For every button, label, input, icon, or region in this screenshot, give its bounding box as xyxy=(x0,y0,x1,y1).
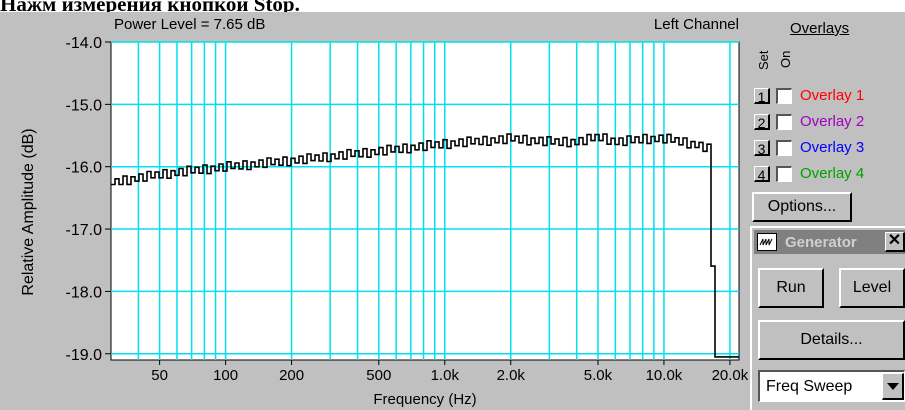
x-tick-label: 500 xyxy=(366,367,391,384)
options-button[interactable]: Options... xyxy=(752,192,852,222)
x-tick-label: 5.0k xyxy=(584,367,613,384)
overlay-set-button[interactable]: 4 xyxy=(754,166,770,183)
waveform-icon xyxy=(757,233,777,251)
overlay-set-button[interactable]: 1 xyxy=(754,88,770,105)
x-tick-label: 1.0k xyxy=(431,367,460,384)
close-icon[interactable]: ✕ xyxy=(885,232,905,252)
on-column-header: On xyxy=(778,50,793,68)
x-tick-label: 100 xyxy=(213,367,238,384)
plot-grid xyxy=(105,41,739,365)
analyzer-window: -14.0 -15.0 -16.0 -17.0 -18.0 -19.0 50 100 200 5… xyxy=(0,12,905,410)
overlay-label: Overlay 2 xyxy=(800,113,865,130)
overlay-label: Overlay 1 xyxy=(800,87,865,104)
sweep-mode-select[interactable]: Freq Sweep xyxy=(758,370,905,402)
response-curve xyxy=(111,133,739,358)
y-tick-label: -19.0 xyxy=(66,347,103,364)
frequency-plot: -14.0-15.0-16.0-17.0-18.0-19.0 50 100 200 5… xyxy=(20,16,749,408)
overlay-row: 1 Overlay 1 xyxy=(754,86,905,108)
overlay-on-checkbox[interactable] xyxy=(776,166,792,182)
channel-label: Left Channel xyxy=(654,16,739,33)
y-axis-label: Relative Amplitude (dB) xyxy=(20,128,37,295)
y-tick-labels: -14.0 -15.0 -16.0 -17.0 -18.0 -19.0 xyxy=(66,35,103,364)
set-column-header: Set xyxy=(756,50,771,70)
overlays-title: Overlays xyxy=(790,20,850,37)
overlay-row: 3 Overlay 3 xyxy=(754,138,905,160)
overlay-on-checkbox[interactable] xyxy=(776,140,792,156)
plot-area xyxy=(110,41,740,361)
x-tick-label: 50 xyxy=(151,367,168,384)
generator-titlebar[interactable]: Generator ✕ xyxy=(754,230,905,254)
y-tick-label: -16.0 xyxy=(66,160,103,177)
x-tick-label: 200 xyxy=(279,367,304,384)
page-caption: Нажм измерения кнопкой Stop. xyxy=(0,0,300,12)
chevron-down-icon[interactable] xyxy=(882,373,904,400)
x-tick-label: 20.0k xyxy=(712,367,749,384)
overlay-row: 2 Overlay 2 xyxy=(754,112,905,134)
overlay-row: 4 Overlay 4 xyxy=(754,164,905,186)
y-tick-label: -18.0 xyxy=(66,284,103,301)
generator-title: Generator xyxy=(785,233,857,251)
x-tick-labels: 50 100 200 500 1.0k 2.0k 5.0k 10.0k 20.0k xyxy=(151,367,748,384)
x-axis-label: Frequency (Hz) xyxy=(373,391,476,408)
overlay-label: Overlay 3 xyxy=(800,139,865,156)
y-tick-label: -14.0 xyxy=(66,35,103,52)
overlay-set-button[interactable]: 3 xyxy=(754,140,770,157)
power-level-label: Power Level = 7.65 dB xyxy=(114,16,265,33)
x-tick-label: 2.0k xyxy=(497,367,526,384)
details-button[interactable]: Details... xyxy=(758,320,905,360)
run-button[interactable]: Run xyxy=(758,268,824,308)
y-tick-label: -15.0 xyxy=(66,97,103,114)
y-tick-label: -17.0 xyxy=(66,222,103,239)
overlay-set-button[interactable]: 2 xyxy=(754,114,770,131)
overlay-label: Overlay 4 xyxy=(800,165,865,182)
overlay-on-checkbox[interactable] xyxy=(776,114,792,130)
overlay-on-checkbox[interactable] xyxy=(776,88,792,104)
x-tick-label: 10.0k xyxy=(646,367,683,384)
sweep-mode-value: Freq Sweep xyxy=(766,378,853,395)
level-button[interactable]: Level xyxy=(839,268,905,308)
